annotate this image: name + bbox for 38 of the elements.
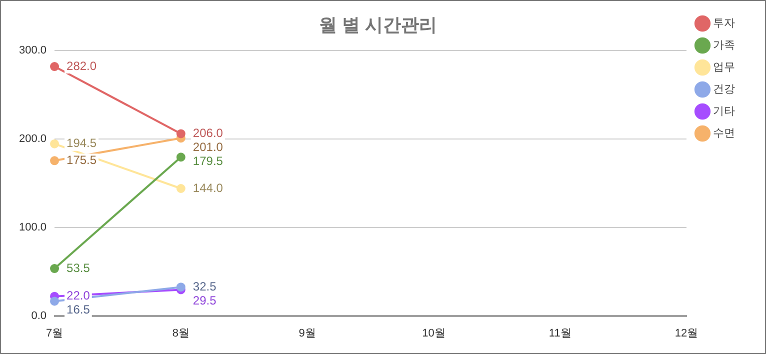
data-label: 175.5: [66, 152, 97, 167]
point: [50, 139, 60, 148]
point: [176, 282, 186, 292]
chart-title: 월 별 시간관리: [318, 14, 438, 35]
data-label: 16.5: [66, 302, 90, 317]
legend-label: 투자: [713, 18, 735, 30]
data-label: 22.0: [66, 288, 90, 303]
y-tick-label: 0.0: [31, 310, 47, 322]
x-tick-label: 11월: [548, 327, 572, 340]
y-tick-label: 100.0: [18, 221, 47, 234]
data-label: 53.5: [66, 260, 90, 275]
point: [176, 152, 186, 162]
point: [50, 264, 60, 274]
y-tick-label: 200.0: [18, 133, 47, 146]
data-label: 32.5: [192, 279, 217, 294]
data-label: 201.0: [192, 140, 224, 154]
point: [50, 156, 60, 166]
data-label: 282.0: [66, 58, 97, 73]
legend-label: 가족: [713, 40, 735, 52]
x-tick-label: 8월: [172, 327, 190, 340]
data-label: 206.0: [192, 126, 224, 140]
x-tick-label: 7월: [46, 327, 64, 340]
data-label: 194.5: [66, 136, 97, 150]
y-tick-label: 300.0: [18, 44, 47, 57]
point: [176, 129, 186, 138]
x-tick-label: 9월: [298, 327, 316, 340]
point: [176, 184, 186, 194]
legend-label: 기타: [713, 106, 735, 118]
legend-label: 업무: [713, 62, 735, 74]
data-label: 144.0: [192, 180, 224, 195]
legend-label: 수면: [713, 128, 735, 140]
legend-label: 건강: [713, 84, 735, 96]
point: [50, 296, 60, 306]
x-tick-label: 10월: [422, 327, 446, 340]
data-label: 29.5: [192, 293, 217, 308]
point: [50, 62, 60, 72]
x-tick-label: 12월: [674, 327, 698, 340]
data-label: 179.5: [192, 154, 224, 168]
